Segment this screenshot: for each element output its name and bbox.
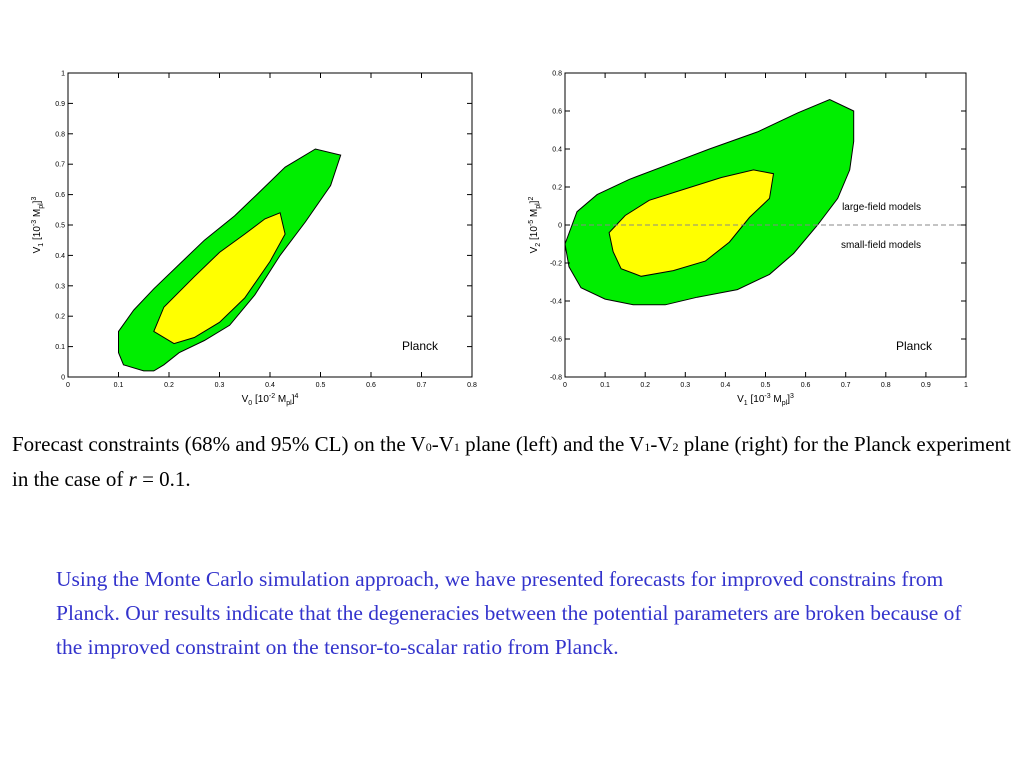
x-tick-label: 0.4 [721,382,731,389]
x-tick-label: 0.7 [841,382,851,389]
figure-caption: Forecast constraints (68% and 95% CL) on… [12,428,1012,495]
x-axis-label: V0 [10-2 Mpl]4 [242,393,299,407]
x-tick-label: 0.1 [114,382,124,389]
caption-part4: -V [650,432,673,456]
y-tick-label: -0.6 [550,337,562,344]
x-tick-label: 0.6 [366,382,376,389]
y-tick-label: -0.8 [550,375,562,382]
chart-right: 0 0.1 0.2 0.3 0.4 0.5 0.6 0.7 0.8 0.9 1 -0.8 -0.6 -0.… [528,71,968,408]
caption-part1: Forecast constraints (68% and 95% CL) on… [12,432,426,456]
caption-sub4: 2 [672,440,679,454]
caption-part2: -V [431,432,454,456]
y-tick-label: 0.4 [55,253,65,260]
x-tick-label: 0.8 [467,382,477,389]
caption-sub1: 0 [425,440,432,454]
y-tick-label: -0.4 [550,299,562,306]
y-tick-label: -0.2 [550,261,562,268]
x-tick-label: 0.8 [881,382,891,389]
y-tick-label: 1 [61,71,65,78]
x-tick-label: 0.2 [164,382,174,389]
caption-sub2: 1 [453,440,460,454]
y-tick-label: 0.5 [55,223,65,230]
x-axis-label: V1 [10-3 Mpl]3 [737,393,794,407]
y-tick-label: 0.6 [552,109,562,116]
y-tick-label: 0 [61,375,65,382]
y-tick-label: 0.9 [55,101,65,108]
y-tick-label: 0.2 [55,314,65,321]
x-tick-label: 1 [964,382,968,389]
caption-part3: plane (left) and the V [459,432,645,456]
annotation-large-field: large-field models [842,202,921,213]
x-tick-label: 0.9 [921,382,931,389]
y-tick-label: 0.1 [55,344,65,351]
x-tick-label: 0 [563,382,567,389]
caption-r-symbol: r [128,467,137,491]
x-tick-label: 0.2 [640,382,650,389]
annotation-small-field: small-field models [841,240,921,251]
y-axis-label: V1 [10-3 Mpl]3 [31,197,45,254]
y-tick-label: 0.3 [55,283,65,290]
y-tick-label: 0.6 [55,192,65,199]
caption-sub3: 1 [644,440,651,454]
chart-left: 0 0.1 0.2 0.3 0.4 0.5 0.6 0.7 0.8 0 0.1 0.2 0.3 0.4 0.… [31,71,477,408]
x-tick-label: 0.4 [265,382,275,389]
contour-68-region [153,212,286,345]
x-tick-label: 0.3 [215,382,225,389]
y-tick-label: 0.8 [55,131,65,138]
x-tick-label: 0.5 [761,382,771,389]
planck-label: Planck [896,339,933,353]
y-tick-label: 0 [558,223,562,230]
x-tick-label: 0 [66,382,70,389]
y-tick-label: 0.2 [552,185,562,192]
y-axis-label: V2 [10-5 Mpl]2 [528,197,542,254]
x-tick-label: 0.6 [801,382,811,389]
x-tick-label: 0.1 [600,382,610,389]
y-tick-label: 0.7 [55,162,65,169]
caption-part5: plane (right) for the Planck experiment … [12,432,1011,491]
planck-label: Planck [402,339,439,353]
y-tick-label: 0.4 [552,147,562,154]
contour-68-region [608,169,775,277]
x-tick-label: 0.5 [316,382,326,389]
x-tick-label: 0.3 [680,382,690,389]
y-tick-label: 0.8 [552,71,562,78]
caption-part6: = 0.1. [136,467,191,491]
summary-paragraph: Using the Monte Carlo simulation approac… [56,567,962,659]
x-tick-label: 0.7 [417,382,427,389]
